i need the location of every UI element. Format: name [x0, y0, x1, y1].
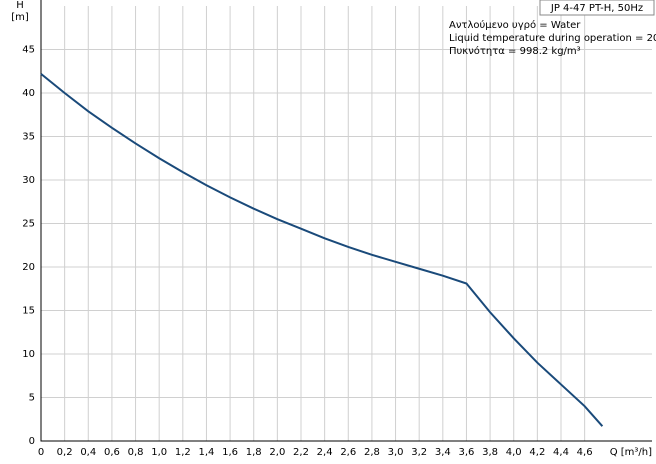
x-tick-label: 1,2 [175, 447, 191, 458]
x-tick-label: 3,0 [388, 447, 404, 458]
x-tick-label: 3,4 [435, 447, 451, 458]
y-tick-label: 15 [22, 306, 35, 317]
x-tick-label: 4,6 [577, 447, 593, 458]
y-axis-label: H [16, 0, 24, 11]
x-tick-label: 4,4 [553, 447, 569, 458]
y-tick-label: 40 [22, 88, 35, 99]
y-tick-label: 5 [29, 393, 35, 404]
annotation: Πυκνότητα = 998.2 kg/m³ [449, 45, 581, 57]
y-axis-unit: [m] [11, 12, 29, 23]
x-tick-label: 1,6 [222, 447, 238, 458]
x-tick-label: 1,0 [151, 447, 167, 458]
x-tick-label: 3,8 [482, 447, 498, 458]
x-tick-label: 0,2 [57, 447, 73, 458]
x-tick-label: 0,8 [128, 447, 144, 458]
y-tick-label: 25 [22, 219, 35, 230]
pump-curve [40, 73, 604, 427]
x-tick-label: 2,4 [317, 447, 333, 458]
x-tick-label: 2,6 [340, 447, 356, 458]
x-tick-label: 2,8 [364, 447, 380, 458]
x-tick-label: 4,0 [506, 447, 522, 458]
x-axis-label: Q [m³/h] [610, 447, 652, 458]
legend-box [539, 0, 655, 16]
annotation: Liquid temperature during operation = 20… [449, 33, 656, 44]
x-tick-label: 2,2 [293, 447, 309, 458]
x-tick-label: 0 [38, 447, 44, 458]
x-tick-label: 1,4 [199, 447, 215, 458]
y-tick-label: 20 [22, 262, 35, 273]
y-tick-label: 10 [22, 349, 35, 360]
x-tick-label: 4,2 [529, 447, 545, 458]
y-tick-label: 35 [22, 132, 35, 143]
x-tick-label: 1,8 [246, 447, 262, 458]
x-tick-label: 2,0 [269, 447, 285, 458]
x-tick-label: 3,2 [411, 447, 427, 458]
x-tick-label: 0,4 [80, 447, 96, 458]
axes [40, 0, 652, 442]
x-tick-label: 0,6 [104, 447, 120, 458]
legend-label: JP 4-47 PT-H, 50Hz [550, 3, 643, 14]
x-tick-label: 3,6 [459, 447, 475, 458]
y-tick-label: 45 [22, 45, 35, 56]
y-tick-label: 30 [22, 175, 35, 186]
annotation: Αντλούμενο υγρό = Water [449, 19, 581, 31]
y-tick-label: 0 [29, 436, 35, 447]
